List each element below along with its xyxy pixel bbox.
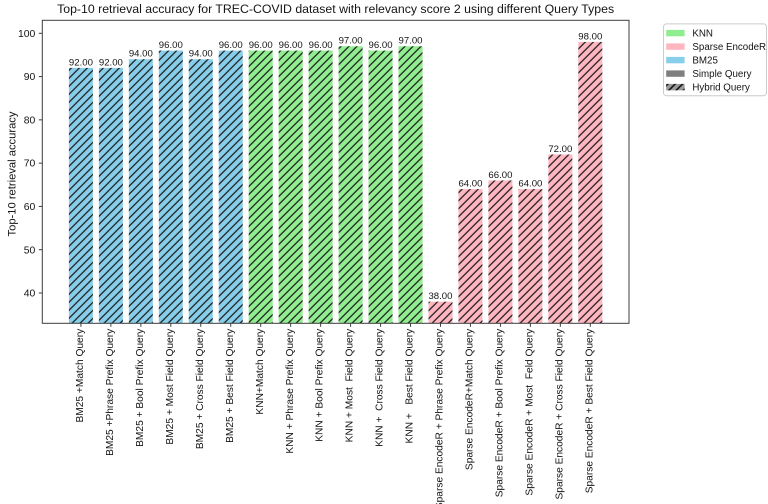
- svg-text:96.00: 96.00: [309, 40, 333, 51]
- svg-text:60: 60: [24, 202, 36, 213]
- svg-text:98.00: 98.00: [578, 31, 602, 42]
- svg-text:66.00: 66.00: [488, 170, 512, 181]
- svg-text:Top-10 retrieval accuracy: Top-10 retrieval accuracy: [7, 111, 19, 236]
- svg-text:Sparse EncodeR + Most Feld Qu: Sparse EncodeR + Most Feld Query: [524, 328, 535, 496]
- svg-text:KNN + Bool Prefix Query: KNN + Bool Prefix Query: [315, 328, 326, 442]
- svg-text:94.00: 94.00: [129, 49, 153, 60]
- svg-text:Top-10 retrieval accuracy for: Top-10 retrieval accuracy for TREC-COVID…: [57, 2, 614, 16]
- svg-text:Hybrid Query: Hybrid Query: [692, 83, 750, 94]
- svg-text:KNN+Match Query: KNN+Match Query: [255, 328, 266, 415]
- svg-text:100: 100: [18, 29, 36, 40]
- svg-text:96.00: 96.00: [369, 40, 393, 51]
- svg-text:96.00: 96.00: [159, 40, 183, 51]
- svg-text:Sparse EncodeR: Sparse EncodeR: [692, 42, 766, 53]
- svg-text:90: 90: [24, 72, 36, 83]
- svg-text:Simple Query: Simple Query: [692, 69, 751, 80]
- svg-text:64.00: 64.00: [458, 179, 482, 190]
- svg-text:KNN + Most Field Query: KNN + Most Field Query: [345, 328, 356, 442]
- svg-text:BM25 + Cross Field Query: BM25 + Cross Field Query: [195, 328, 206, 449]
- svg-text:97.00: 97.00: [399, 36, 423, 47]
- svg-text:96.00: 96.00: [279, 40, 303, 51]
- svg-text:KNN: KNN: [692, 29, 713, 40]
- svg-text:97.00: 97.00: [339, 36, 363, 47]
- svg-text:BM25 + Most Field Query: BM25 + Most Field Query: [165, 328, 176, 445]
- svg-text:94.00: 94.00: [189, 49, 213, 60]
- svg-text:Sparse EncodeR + Cross Field Q: Sparse EncodeR + Cross Field Query: [554, 328, 565, 500]
- svg-text:80: 80: [24, 115, 36, 126]
- svg-text:KNN + Phrase Prefix Query: KNN + Phrase Prefix Query: [285, 328, 296, 454]
- svg-text:70: 70: [24, 159, 36, 170]
- svg-text:92.00: 92.00: [99, 57, 123, 68]
- svg-text:BM25 + Best Field Query: BM25 + Best Field Query: [225, 328, 236, 443]
- svg-text:96.00: 96.00: [219, 40, 243, 51]
- svg-text:BM25 + Bool Prefix Query: BM25 + Bool Prefix Query: [135, 328, 146, 447]
- svg-text:BM25 +Phrase Prefix Query: BM25 +Phrase Prefix Query: [105, 328, 116, 456]
- svg-text:KNN + Cross Field Query: KNN + Cross Field Query: [375, 328, 386, 447]
- svg-text:72.00: 72.00: [548, 144, 572, 155]
- svg-text:BM25: BM25: [692, 56, 718, 67]
- svg-text:50: 50: [24, 245, 36, 256]
- svg-text:92.00: 92.00: [69, 57, 93, 68]
- svg-text:Sparse EncodeR + Phrase Prefix: Sparse EncodeR + Phrase Prefix Query: [435, 328, 446, 504]
- svg-text:38.00: 38.00: [428, 291, 452, 302]
- svg-text:96.00: 96.00: [249, 40, 273, 51]
- svg-text:Sparse EncodeR + Bool Prefix Q: Sparse EncodeR + Bool Prefix Query: [495, 328, 506, 497]
- svg-text:BM25 +Match Query: BM25 +Match Query: [75, 328, 86, 423]
- svg-text:Sparse EncodeR+Match Query: Sparse EncodeR+Match Query: [465, 328, 476, 470]
- svg-text:Sparse EncodeR + Best Field Qu: Sparse EncodeR + Best Field Query: [584, 328, 595, 493]
- svg-text:40: 40: [24, 289, 36, 300]
- svg-text:KNN + Best Field Query: KNN + Best Field Query: [405, 328, 416, 444]
- svg-text:64.00: 64.00: [518, 179, 542, 190]
